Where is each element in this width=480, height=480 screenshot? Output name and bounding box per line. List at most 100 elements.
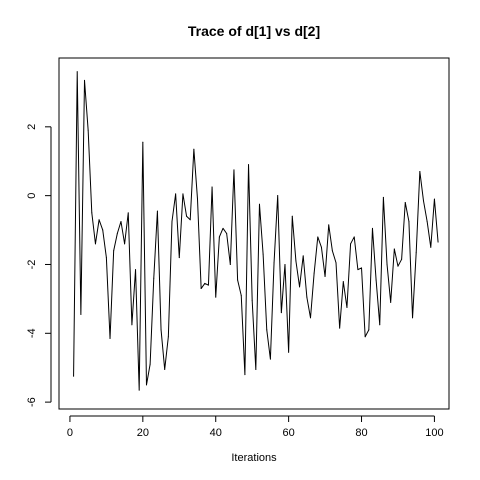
- trace-point: [357, 269, 359, 271]
- trace-point: [302, 255, 304, 257]
- trace-point: [131, 324, 133, 326]
- trace-point: [215, 296, 217, 298]
- trace-point: [273, 262, 275, 264]
- trace-point: [258, 203, 260, 205]
- trace-point: [401, 258, 403, 260]
- trace-point: [335, 262, 337, 264]
- trace-point: [288, 351, 290, 353]
- x-tick-label: 60: [283, 427, 295, 439]
- trace-point: [160, 329, 162, 331]
- x-axis-label: Iterations: [231, 452, 277, 464]
- trace-point: [145, 384, 147, 386]
- y-tick-label: -2: [26, 260, 38, 270]
- trace-point: [222, 227, 224, 229]
- trace-point: [255, 368, 257, 370]
- trace-point: [142, 141, 144, 143]
- trace-point: [284, 263, 286, 265]
- trace-point: [237, 279, 239, 281]
- trace-point: [320, 246, 322, 248]
- trace-point: [193, 148, 195, 150]
- trace-point: [346, 306, 348, 308]
- trace-point: [244, 374, 246, 376]
- trace-point: [105, 257, 107, 259]
- trace-point: [408, 220, 410, 222]
- trace-point: [73, 375, 75, 377]
- trace-point: [186, 215, 188, 217]
- trace-point: [153, 277, 155, 279]
- trace-point: [76, 71, 78, 73]
- trace-point: [138, 389, 140, 391]
- trace-point: [419, 171, 421, 173]
- y-tick-label: 2: [26, 124, 38, 130]
- trace-point: [102, 229, 104, 231]
- trace-point: [127, 212, 129, 214]
- trace-point: [430, 246, 432, 248]
- y-axis: -6 -4 -2 0 2: [26, 124, 52, 407]
- trace-point: [80, 313, 82, 315]
- trace-point: [266, 329, 268, 331]
- trace-point: [189, 219, 191, 221]
- trace-point: [437, 241, 439, 243]
- trace-point: [328, 224, 330, 226]
- y-tick-label: -6: [26, 397, 38, 407]
- trace-point: [280, 312, 282, 314]
- trace-point: [390, 301, 392, 303]
- series-layer: [73, 71, 439, 391]
- trace-point: [164, 368, 166, 370]
- x-tick-label: 100: [425, 427, 443, 439]
- trace-point: [353, 236, 355, 238]
- trace-point: [233, 169, 235, 171]
- trace-point: [295, 260, 297, 262]
- trace-point: [116, 233, 118, 234]
- x-tick-label: 80: [355, 427, 367, 439]
- trace-point: [375, 279, 377, 281]
- trace-point: [361, 267, 363, 269]
- x-tick-label: 40: [210, 427, 222, 439]
- trace-point: [277, 195, 279, 197]
- trace-point: [313, 272, 315, 274]
- x-axis: 0 20 40 60 80 100: [67, 415, 444, 439]
- trace-point: [422, 200, 424, 202]
- trace-point: [87, 129, 89, 131]
- y-tick-label: 0: [26, 193, 38, 199]
- trace-point: [324, 276, 326, 278]
- trace-point: [240, 294, 242, 296]
- trace-point: [299, 286, 301, 288]
- trace-point: [207, 284, 209, 286]
- trace-point: [269, 358, 271, 360]
- plot-frame: [58, 57, 450, 410]
- chart-title: Trace of d[1] vs d[2]: [188, 23, 320, 39]
- trace-point: [386, 263, 388, 265]
- trace-point: [109, 337, 111, 339]
- trace-point: [120, 220, 122, 222]
- trace-point: [331, 250, 333, 252]
- trace-point: [113, 250, 115, 252]
- trace-point: [291, 215, 293, 217]
- x-tick-label: 20: [137, 427, 149, 439]
- trace-point: [94, 243, 96, 245]
- trace-point: [218, 236, 220, 238]
- x-tick-label: 0: [67, 427, 73, 439]
- trace-point: [339, 327, 341, 329]
- trace-point: [309, 317, 311, 319]
- trace-point: [393, 248, 395, 250]
- trace-point: [98, 219, 100, 221]
- trace-point: [262, 253, 264, 255]
- y-tick-label: -4: [26, 328, 38, 338]
- trace-point: [306, 296, 308, 298]
- trace-point: [135, 269, 137, 271]
- trace-point: [412, 317, 414, 319]
- trace-point: [200, 288, 202, 290]
- trace-point: [251, 300, 253, 302]
- trace-point: [350, 243, 352, 245]
- trace-point: [149, 363, 151, 365]
- trace-point: [371, 227, 373, 229]
- trace-point: [171, 220, 173, 222]
- trace-point: [342, 281, 344, 283]
- trace-point: [433, 198, 435, 200]
- trace-point: [204, 282, 206, 284]
- trace-point: [84, 79, 86, 81]
- trace-point: [197, 198, 199, 200]
